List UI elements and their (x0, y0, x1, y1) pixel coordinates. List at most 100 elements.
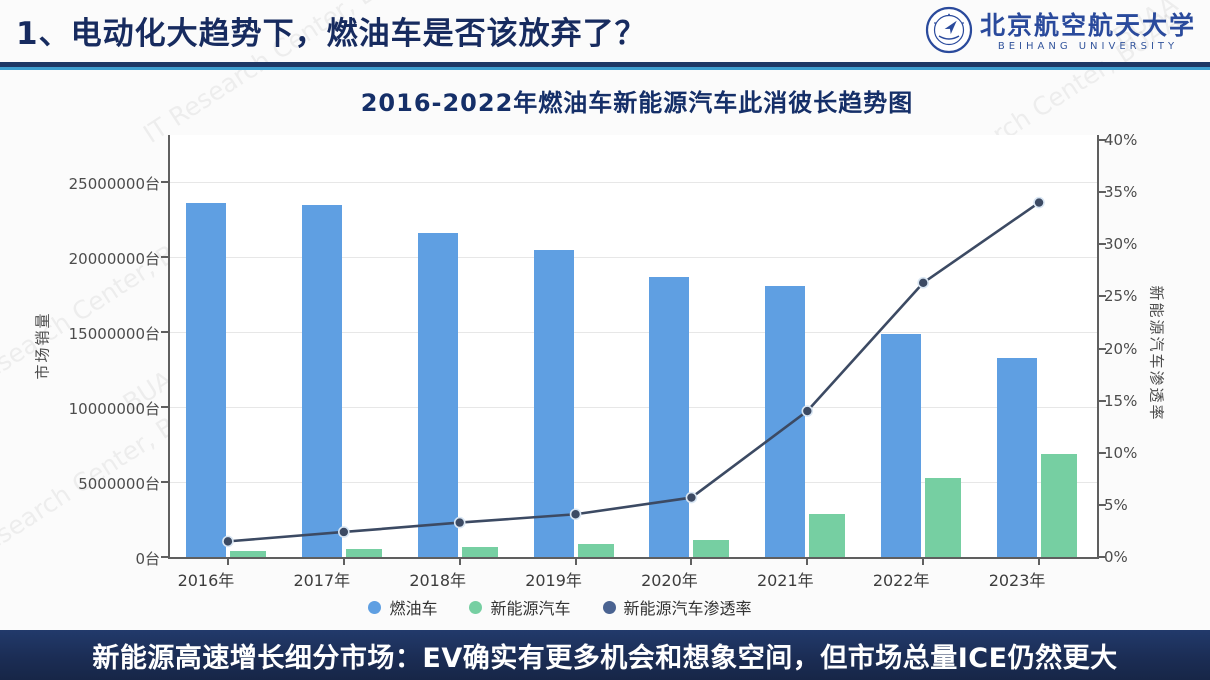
right-axis-tick (1099, 243, 1106, 246)
bar-fuel-2019年 (533, 249, 574, 557)
gridline (170, 482, 1097, 483)
line-point-2022年 (917, 277, 929, 289)
x-axis-label-2018年: 2018年 (409, 571, 467, 590)
left-axis-tick-label: 0台 (135, 550, 160, 568)
right-axis-tick-label: 0% (1104, 548, 1128, 566)
right-axis-tick-label: 35% (1104, 183, 1138, 202)
right-axis-tick-label: 15% (1104, 391, 1138, 410)
gridline (170, 182, 1097, 183)
bar-fuel-2021年 (765, 285, 806, 557)
right-axis-tick (1099, 139, 1106, 141)
gridline (170, 257, 1097, 258)
footer-banner: 新能源高速增长细分市场：EV确实有更多机会和想象空间，但市场总量ICE仍然更大 (0, 630, 1210, 680)
bar-fuel-2017年 (301, 204, 342, 557)
legend-label: 燃油车 (389, 599, 438, 618)
x-axis-tick (226, 559, 229, 565)
bar-fuel-2023年 (997, 357, 1038, 557)
bar-nev-2021年 (809, 513, 846, 557)
right-axis-tick (1099, 399, 1106, 402)
gridline (170, 407, 1097, 408)
bar-nev-2020年 (693, 539, 730, 557)
bar-fuel-2020年 (649, 276, 690, 557)
penetration-line-chart (222, 196, 1045, 548)
legend-label: 新能源汽车 (490, 599, 571, 618)
bar-nev-2019年 (577, 544, 614, 557)
left-axis-tick (161, 556, 168, 558)
line-point-2019年 (569, 508, 582, 521)
chart-plot-area (170, 135, 1097, 557)
penetration-line (227, 201, 1040, 543)
right-axis-name: 新能源汽车渗透率 (1147, 285, 1166, 422)
beihang-emblem-icon (925, 6, 973, 58)
right-axis-line (1097, 135, 1099, 559)
x-axis-tick (690, 559, 693, 565)
right-axis-tick-label: 40% (1104, 131, 1138, 149)
beihang-logo-en: BEIHANG UNIVERSITY (997, 40, 1179, 52)
left-axis-tick (161, 331, 168, 333)
left-axis-tick (161, 481, 168, 483)
divider-navy-bar (0, 62, 1210, 67)
right-axis-tick-label: 30% (1104, 235, 1138, 254)
beihang-logo-cn: 北京航空航天大学 (979, 11, 1196, 41)
legend-label: 新能源汽车渗透率 (623, 599, 752, 618)
line-point-2023年 (1033, 196, 1045, 209)
bar-fuel-2016年 (185, 203, 226, 557)
x-axis-tick (806, 559, 809, 565)
right-axis-tick (1099, 347, 1106, 350)
chart-legend: 燃油车 新能源汽车 新能源汽车渗透率 (150, 595, 970, 619)
line-point-2020年 (685, 491, 698, 504)
left-axis-name: 市场销量 (33, 311, 52, 380)
left-axis-tick-label: 15000000台 (68, 325, 160, 343)
bar-fuel-2022年 (881, 333, 922, 557)
right-axis-tick (1099, 451, 1106, 454)
x-axis-tick (574, 559, 577, 565)
x-axis-tick (922, 559, 925, 565)
left-axis-tick-label: 25000000台 (68, 175, 160, 193)
gridline (170, 332, 1097, 333)
right-axis-tick-label: 20% (1104, 339, 1138, 358)
x-axis-label-2019年: 2019年 (525, 571, 582, 590)
right-axis-tick (1099, 503, 1106, 506)
right-axis-tick (1099, 556, 1106, 558)
divider-teal-bar (0, 67, 1210, 70)
legend-dot (368, 600, 382, 614)
beihang-logo: 北京航空航天大学 BEIHANG UNIVERSITY (925, 6, 1196, 58)
line-point-2016年 (222, 535, 234, 548)
left-axis-tick-label: 20000000台 (68, 250, 160, 268)
left-axis-tick-label: 10000000台 (68, 400, 160, 418)
x-axis-label-2023年: 2023年 (988, 571, 1046, 590)
x-axis-line (168, 557, 1099, 559)
x-axis-tick (1038, 559, 1041, 565)
line-point-2018年 (453, 516, 466, 529)
line-point-2021年 (801, 405, 814, 417)
right-axis-tick-label: 25% (1104, 287, 1138, 306)
page-title: 1、电动化大趋势下，燃油车是否该放弃了？ (16, 16, 647, 52)
left-axis-tick (161, 181, 168, 183)
right-axis-tick-label: 10% (1104, 443, 1138, 462)
x-axis-label-2022年: 2022年 (872, 571, 930, 590)
x-axis-tick (342, 559, 345, 565)
right-axis-tick (1099, 295, 1106, 298)
x-axis-tick (458, 559, 461, 565)
legend-dot (602, 600, 616, 614)
legend-item-新能源汽车: 新能源汽车 (469, 595, 571, 619)
x-axis-label-2021年: 2021年 (756, 571, 814, 590)
line-point-2017年 (338, 526, 350, 538)
x-axis-label-2020年: 2020年 (641, 571, 698, 590)
left-axis-tick (161, 256, 168, 258)
footer-conclusion-text: 新能源高速增长细分市场：EV确实有更多机会和想象空间，但市场总量ICE仍然更大 (92, 642, 1118, 674)
bar-nev-2023年 (1041, 453, 1078, 557)
legend-item-燃油车: 燃油车 (368, 595, 437, 619)
chart-title: 2016-2022年燃油车新能源汽车此消彼长趋势图 (360, 89, 914, 117)
bar-fuel-2018年 (417, 233, 458, 557)
right-axis-tick-label: 5% (1104, 495, 1128, 514)
left-axis-tick-label: 5000000台 (78, 475, 160, 493)
beihang-logo-text: 北京航空航天大学 BEIHANG UNIVERSITY (980, 12, 1196, 52)
legend-dot (469, 600, 483, 614)
bar-nev-2018年 (461, 546, 498, 557)
x-axis-label-2016年: 2016年 (177, 571, 235, 590)
legend-item-新能源汽车渗透率: 新能源汽车渗透率 (602, 595, 752, 619)
x-axis-label-2017年: 2017年 (293, 571, 351, 590)
right-axis-tick (1099, 191, 1106, 194)
